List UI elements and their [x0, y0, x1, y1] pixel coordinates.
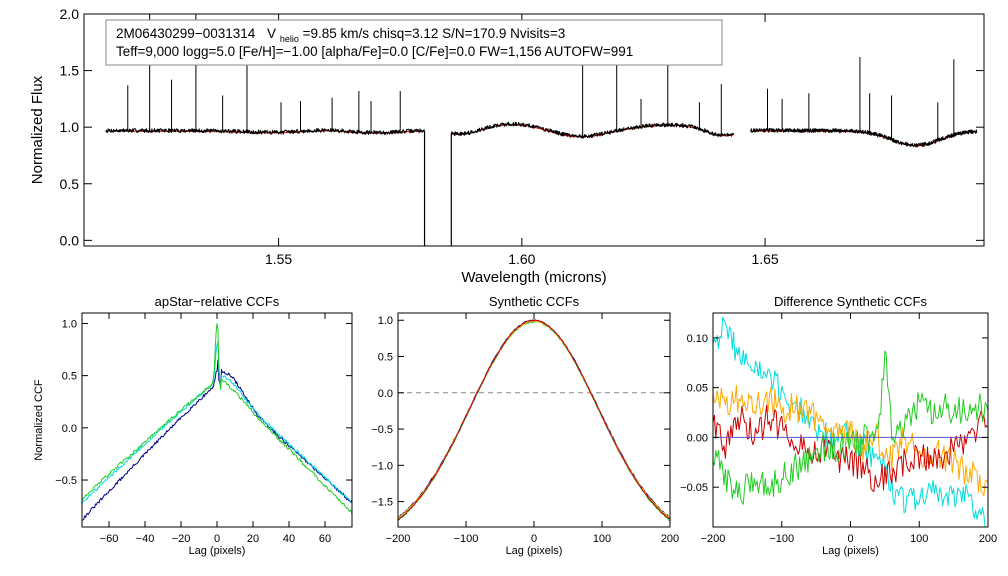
- y-tick-label: −0.5: [55, 475, 77, 487]
- x-tick-label: 40: [283, 533, 295, 545]
- header-line-1: 2M06430299−0031314 V helio =9.85 km/s ch…: [116, 26, 565, 45]
- axes-frame: [397, 312, 671, 528]
- y-tick-label: −0.5: [371, 424, 393, 436]
- plot-area: [398, 319, 670, 522]
- x-tick-label: 200: [661, 533, 679, 545]
- synthetic-ccf-visit-1: [398, 319, 670, 519]
- panel-title: apStar−relative CCFs: [155, 294, 280, 309]
- observed-spectrum-segment: [750, 127, 978, 148]
- y-tick-label: −0.05: [680, 482, 708, 494]
- difference-ccf-red: [713, 404, 988, 493]
- x-tick-label: 20: [247, 533, 259, 545]
- x-axis-label: Wavelength (microns): [461, 269, 606, 286]
- ccf-line-visit-2: [82, 341, 352, 504]
- vhelio-subscript: helio: [280, 34, 299, 44]
- synthetic-ccf-visit-5: [398, 319, 670, 521]
- difference-ccf-green: [713, 350, 988, 505]
- header-line-2: Teff=9,000 logg=5.0 [Fe/H]=−1.00 [alpha/…: [116, 44, 633, 59]
- x-tick-label: −200: [386, 533, 411, 545]
- y-tick-label: 1.5: [60, 63, 80, 79]
- x-tick-label: 100: [593, 533, 611, 545]
- x-tick-label: −40: [136, 533, 155, 545]
- apstar-ccf-panel: −60 −40 −20 0 20 40 60 −0.5 0.0 0.5 1.0 apStar−rela…: [33, 294, 353, 557]
- y-tick-label: −1.0: [371, 460, 393, 472]
- x-axis-label: Lag (pixels): [189, 545, 246, 557]
- x-tick-label: −20: [172, 533, 191, 545]
- ccf-line-visit-3: [82, 323, 352, 515]
- x-tick-label: 0: [847, 533, 853, 545]
- x-tick-label: −60: [100, 533, 119, 545]
- header-box: [105, 19, 723, 66]
- axes-frame: [712, 312, 989, 528]
- x-tick-label: 1.55: [265, 251, 292, 267]
- x-tick-label: −100: [769, 533, 794, 545]
- x-tick-label: 100: [910, 533, 928, 545]
- y-tick-label: 0.00: [687, 432, 708, 444]
- plot-area: [82, 323, 352, 521]
- observed-spectrum-segment: [450, 121, 734, 139]
- x-tick-label: −100: [454, 533, 479, 545]
- y-tick-label: 0.5: [60, 176, 80, 192]
- y-tick-label: 0.0: [60, 232, 80, 248]
- x-tick-label: 1.60: [508, 251, 535, 267]
- synthetic-ccf-visit-2: [398, 320, 670, 520]
- vhelio-prefix: V: [267, 26, 276, 41]
- panel-title: Synthetic CCFs: [489, 294, 580, 309]
- y-tick-label: 0.5: [378, 351, 393, 363]
- axes-frame: [83, 13, 985, 247]
- x-tick-label: −200: [701, 533, 726, 545]
- y-tick-label: 0.10: [687, 333, 708, 345]
- y-tick-label: 1.0: [378, 315, 393, 327]
- object-id: 2M06430299−0031314: [116, 26, 256, 41]
- x-tick-label: 0: [214, 533, 220, 545]
- y-tick-label: 2.0: [60, 6, 80, 22]
- y-tick-label: −1.5: [371, 497, 393, 509]
- y-tick-label: 1.0: [62, 318, 77, 330]
- plot-area: [713, 317, 988, 527]
- vhelio-value: =9.85 km/s chisq=3.12 S/N=170.9 Nvisits=…: [303, 26, 566, 41]
- difference-ccf-panel: −200 −100 0 100 200 −0.05 0.00 0.05 0.10 Differen…: [680, 294, 997, 557]
- ccf-line-visit-1: [82, 359, 352, 521]
- panel-title: Difference Synthetic CCFs: [774, 294, 927, 309]
- observed-spectrum-segment: [105, 127, 425, 135]
- spectrum-panel: 1.55 1.60 1.65 0.0 0.5 1.0 1.5 2.0 Wavelength (m…: [29, 6, 985, 286]
- synthetic-ccf-panel: −200 −100 0 100 200 −1.5 −1.0 −0.5 0.0 0.5 1.0 Synt…: [371, 294, 679, 557]
- y-axis-label: Normalized CCF: [33, 379, 45, 461]
- synthetic-ccf-visit-3: [398, 321, 670, 522]
- plot-area: [105, 14, 978, 246]
- y-axis-label: Normalized Flux: [29, 75, 46, 184]
- difference-ccf-orange: [713, 384, 988, 497]
- x-axis-label: Lag (pixels): [506, 545, 563, 557]
- y-tick-label: 0.0: [378, 388, 393, 400]
- x-tick-label: 0: [531, 533, 537, 545]
- x-tick-label: 60: [319, 533, 331, 545]
- y-tick-label: 1.0: [60, 119, 80, 135]
- x-axis-label: Lag (pixels): [822, 545, 879, 557]
- synthetic-ccf-visit-4: [398, 320, 670, 519]
- y-tick-label: 0.05: [687, 383, 708, 395]
- y-tick-label: 0.0: [62, 423, 77, 435]
- axes-frame: [81, 312, 353, 528]
- y-tick-label: 0.5: [62, 371, 77, 383]
- x-tick-label: 200: [979, 533, 997, 545]
- x-tick-label: 1.65: [751, 251, 778, 267]
